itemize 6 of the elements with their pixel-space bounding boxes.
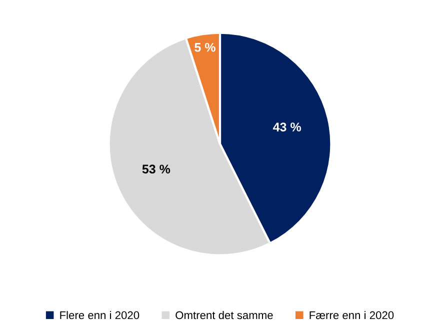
legend-label: Flere enn i 2020 (60, 310, 140, 320)
legend-label: Færre enn i 2020 (310, 310, 394, 320)
data-label: 5 % (194, 42, 216, 52)
data-label: 53 % (142, 164, 170, 174)
legend-label: Omtrent det samme (176, 310, 273, 320)
data-label: 43 % (273, 122, 302, 132)
